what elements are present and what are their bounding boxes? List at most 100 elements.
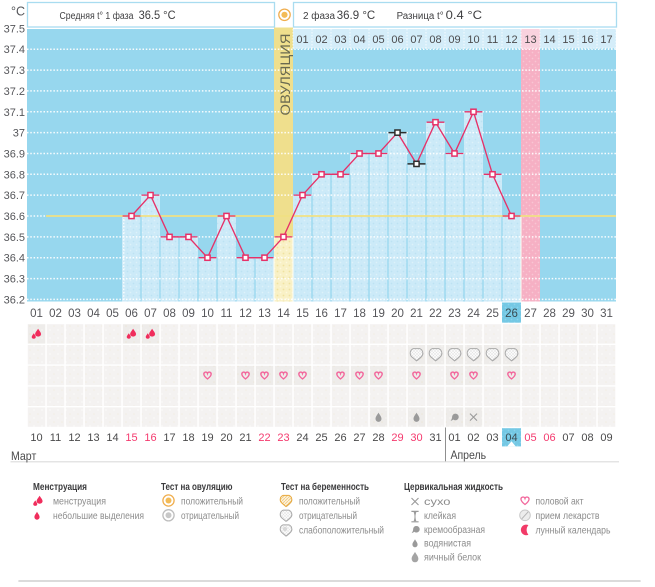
svg-text:10: 10 (30, 432, 42, 444)
svg-text:Апрель: Апрель (451, 448, 487, 462)
svg-text:кремообразная: кремообразная (424, 524, 485, 536)
svg-text:07: 07 (144, 308, 157, 320)
svg-text:23: 23 (448, 308, 461, 320)
svg-text:11: 11 (487, 34, 498, 46)
svg-text:36.5 °C: 36.5 °C (139, 10, 176, 22)
svg-text:03: 03 (334, 34, 346, 46)
svg-text:0.4 °C: 0.4 °C (446, 10, 482, 22)
svg-text:36.6: 36.6 (4, 211, 25, 223)
svg-text:12: 12 (239, 308, 252, 320)
svg-text:13: 13 (87, 432, 99, 444)
svg-text:17: 17 (334, 308, 347, 320)
svg-text:36.4: 36.4 (4, 253, 25, 265)
svg-text:36.2: 36.2 (4, 294, 25, 306)
svg-text:30: 30 (581, 308, 594, 320)
svg-text:28: 28 (372, 432, 384, 444)
svg-text:03: 03 (486, 432, 498, 444)
svg-text:отрицательный: отрицательный (181, 511, 239, 522)
svg-text:07: 07 (562, 432, 574, 444)
svg-text:положительный: положительный (299, 497, 360, 508)
svg-text:16: 16 (581, 34, 593, 46)
svg-text:27: 27 (353, 432, 365, 444)
svg-text:31: 31 (429, 432, 441, 444)
svg-text:36.8: 36.8 (4, 169, 25, 181)
svg-text:14: 14 (543, 34, 555, 46)
svg-text:37.2: 37.2 (4, 86, 25, 98)
svg-text:14: 14 (106, 432, 118, 444)
svg-text:31: 31 (600, 308, 613, 320)
svg-text:12: 12 (68, 432, 80, 444)
svg-text:37.4: 37.4 (4, 44, 25, 56)
svg-text:05: 05 (106, 308, 119, 320)
svg-text:04: 04 (505, 432, 517, 444)
svg-text:36.9 °C: 36.9 °C (337, 10, 375, 22)
svg-text:17: 17 (600, 34, 612, 46)
svg-text:08: 08 (429, 34, 441, 46)
svg-text:28: 28 (543, 308, 556, 320)
svg-text:11: 11 (50, 432, 61, 444)
svg-text:Менструация: Менструация (33, 482, 87, 493)
svg-text:клейкая: клейкая (424, 511, 456, 522)
svg-text:26: 26 (505, 308, 518, 320)
svg-text:2 фаза: 2 фаза (303, 10, 335, 22)
svg-text:01: 01 (448, 432, 460, 444)
svg-text:01: 01 (30, 308, 43, 320)
svg-text:слабоположительный: слабоположительный (299, 525, 384, 537)
svg-text:Март: Март (11, 449, 37, 463)
svg-text:положительный: положительный (181, 497, 243, 508)
svg-text:09: 09 (448, 34, 460, 46)
svg-text:13: 13 (524, 34, 536, 46)
svg-text:прием лекарств: прием лекарств (536, 511, 600, 522)
svg-text:02: 02 (49, 308, 62, 320)
svg-text:сухо: сухо (424, 497, 451, 508)
svg-text:05: 05 (524, 432, 536, 444)
svg-text:01: 01 (296, 34, 308, 46)
svg-text:22: 22 (429, 308, 442, 320)
svg-text:11: 11 (221, 308, 233, 320)
svg-text:06: 06 (125, 308, 138, 320)
svg-text:27: 27 (524, 308, 537, 320)
svg-text:отрицательный: отрицательный (299, 511, 357, 522)
svg-text:водянистая: водянистая (424, 539, 471, 550)
svg-text:яичный белок: яичный белок (424, 551, 482, 563)
svg-text:15: 15 (562, 34, 574, 46)
svg-text:12: 12 (505, 34, 517, 46)
svg-text:30: 30 (410, 432, 422, 444)
svg-text:07: 07 (410, 34, 422, 46)
svg-text:Тест на овуляцию: Тест на овуляцию (161, 482, 233, 493)
svg-text:36.9: 36.9 (4, 149, 25, 161)
svg-text:18: 18 (353, 308, 366, 320)
svg-text:22: 22 (258, 432, 270, 444)
svg-text:04: 04 (87, 308, 100, 320)
svg-text:15: 15 (125, 432, 137, 444)
svg-text:20: 20 (220, 432, 232, 444)
svg-text:04: 04 (353, 34, 365, 46)
svg-text:небольшие выделения: небольшие выделения (53, 510, 144, 522)
svg-text:36.7: 36.7 (4, 190, 25, 202)
svg-text:09: 09 (182, 308, 195, 320)
svg-text:03: 03 (68, 308, 81, 320)
svg-text:05: 05 (372, 34, 384, 46)
svg-text:18: 18 (182, 432, 194, 444)
svg-text:половой акт: половой акт (536, 497, 584, 508)
svg-text:Тест на беременность: Тест на беременность (281, 482, 369, 493)
svg-text:37.1: 37.1 (4, 107, 25, 119)
svg-text:17: 17 (163, 432, 175, 444)
svg-text:Средняя t° 1 фаза: Средняя t° 1 фаза (60, 10, 134, 22)
svg-text:°C: °C (11, 5, 25, 19)
svg-text:19: 19 (372, 308, 385, 320)
svg-text:10: 10 (467, 34, 479, 46)
svg-text:37.5: 37.5 (4, 23, 25, 35)
svg-text:Разница t°: Разница t° (397, 11, 444, 22)
svg-text:06: 06 (543, 432, 555, 444)
svg-text:24: 24 (296, 432, 308, 444)
svg-text:08: 08 (581, 432, 593, 444)
svg-text:29: 29 (391, 432, 403, 444)
svg-text:20: 20 (391, 308, 404, 320)
svg-text:10: 10 (201, 308, 214, 320)
svg-text:Цервикальная жидкость: Цервикальная жидкость (404, 482, 503, 493)
svg-text:15: 15 (296, 308, 309, 320)
svg-text:ОВУЛЯЦИЯ: ОВУЛЯЦИЯ (278, 34, 293, 116)
svg-text:14: 14 (277, 308, 290, 320)
svg-text:23: 23 (277, 432, 289, 444)
